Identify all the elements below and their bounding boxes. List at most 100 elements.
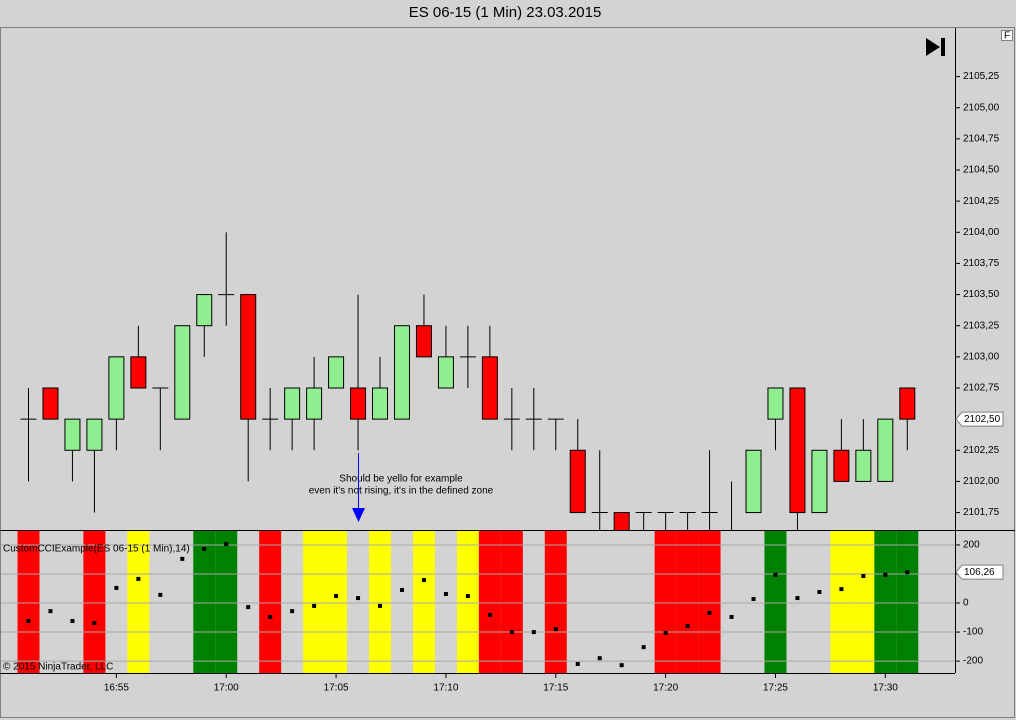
zone <box>17 531 40 673</box>
cci-dot <box>334 594 339 599</box>
x-tick-label: 17:00 <box>214 683 239 694</box>
play-bar[interactable] <box>941 38 945 56</box>
zone <box>193 531 216 673</box>
zone <box>874 531 897 673</box>
copyright: © 2015 NinjaTrader, LLC <box>3 662 113 673</box>
candle-body <box>789 387 806 514</box>
cci-dot <box>180 556 185 561</box>
y-tick-label: 2102,00 <box>963 476 1000 487</box>
zone <box>896 531 919 673</box>
candle-body <box>415 325 432 358</box>
play-icon[interactable] <box>926 38 940 56</box>
indicator-label: CustomCCIExample(ES 06-15 (1 Min),14) <box>3 544 190 555</box>
candle-body <box>437 356 454 389</box>
y-tick-label: 2102,75 <box>963 383 1000 394</box>
cci-dot <box>751 596 756 601</box>
cci-dot <box>773 572 778 577</box>
cci-dot <box>883 572 888 577</box>
candle-body <box>328 356 345 389</box>
scroll-end-button[interactable] <box>926 38 945 56</box>
annotation: even it's not rising, it's in the define… <box>309 486 494 497</box>
y-tick-label: 2103,00 <box>963 351 1000 362</box>
x-tick-label: 17:15 <box>543 683 568 694</box>
cci-dot <box>158 592 163 597</box>
cci-dot <box>114 585 119 590</box>
cci-dot <box>509 630 514 635</box>
cci-dot <box>92 621 97 626</box>
candle-body <box>393 325 410 420</box>
candle-body <box>481 356 498 420</box>
cci-dot <box>597 656 602 661</box>
candle-body <box>174 325 191 420</box>
last-value-box <box>955 564 1004 580</box>
zone <box>412 531 435 673</box>
cci-dot <box>268 614 273 619</box>
cci-dot <box>729 614 734 619</box>
f-box-text[interactable]: F <box>1004 31 1010 42</box>
cci-dot <box>641 645 646 650</box>
y-tick-label: 2103,25 <box>963 320 1000 331</box>
candle-body <box>767 387 784 420</box>
cci-dot <box>795 596 800 601</box>
cci-dot <box>553 627 558 632</box>
zone <box>676 531 699 673</box>
candle-body <box>64 418 81 451</box>
cci-dot <box>465 594 470 599</box>
zone <box>764 531 787 673</box>
candle-body <box>613 512 630 530</box>
cci-dot <box>861 574 866 579</box>
cci-dot <box>290 609 295 614</box>
y-tick-label: 0 <box>963 598 969 609</box>
zone <box>303 531 326 673</box>
x-tick-label: 17:25 <box>763 683 788 694</box>
zone <box>369 531 392 673</box>
last-value-label: 106,26 <box>964 567 995 578</box>
y-tick-label: 2102,25 <box>963 445 1000 456</box>
axes: 16:55 17:00 17:05 17:10 17:15 17:20 17:25 17:30… <box>104 71 1004 694</box>
cci-dot <box>707 610 712 615</box>
candle-body <box>350 387 367 420</box>
price-panel <box>20 232 916 530</box>
candle-body <box>86 418 103 451</box>
candle-body <box>811 449 828 514</box>
cci-dot <box>246 605 251 610</box>
cci-dot <box>619 663 624 668</box>
candle-body <box>42 387 59 420</box>
cci-dot <box>817 589 822 594</box>
candle-body <box>833 449 850 482</box>
x-tick-label: 17:10 <box>433 683 458 694</box>
zone <box>215 531 238 673</box>
cci-dot <box>487 612 492 617</box>
last-value-label: 2102,50 <box>964 414 1001 425</box>
cci-dot <box>905 570 910 575</box>
y-tick-label: 2104,00 <box>963 227 1000 238</box>
candle-body <box>899 387 916 420</box>
annotation-arrowhead <box>352 508 365 522</box>
candle-body <box>130 356 147 389</box>
y-tick-label: 2103,50 <box>963 289 1000 300</box>
f-box[interactable] <box>1001 30 1013 41</box>
y-tick-label: 2104,50 <box>963 165 1000 176</box>
cci-dot <box>399 587 404 592</box>
cci-dot <box>202 547 207 552</box>
zone <box>127 531 150 673</box>
candle-body <box>877 418 894 482</box>
zone <box>500 531 523 673</box>
cci-dot <box>421 578 426 583</box>
x-tick-label: 17:20 <box>653 683 678 694</box>
indicator-panel <box>1 531 955 673</box>
candle-body <box>240 294 257 420</box>
chart-title: ES 06-15 (1 Min) 23.03.2015 <box>409 4 602 21</box>
cci-dot <box>136 576 141 581</box>
zone <box>325 531 348 673</box>
cci-dot <box>356 596 361 601</box>
x-tick-label: 17:30 <box>873 683 898 694</box>
zone <box>259 531 282 673</box>
cci-dot <box>312 603 317 608</box>
candle-body <box>745 449 762 514</box>
candle-body <box>569 449 586 514</box>
zone <box>654 531 677 673</box>
y-tick-label: 2105,25 <box>963 71 1000 82</box>
cci-dot <box>663 630 668 635</box>
